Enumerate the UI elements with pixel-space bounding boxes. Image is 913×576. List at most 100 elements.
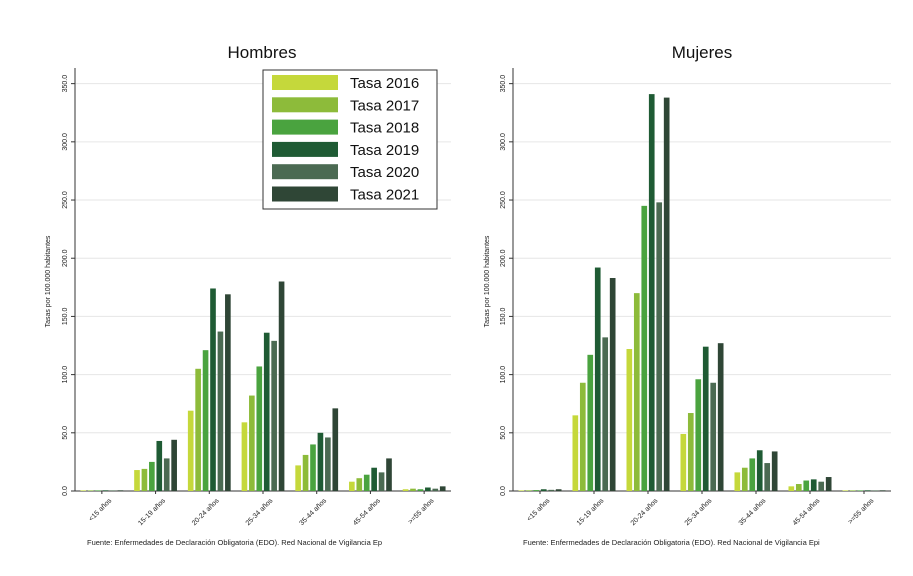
x-tick-label: <15 años xyxy=(88,497,114,523)
bar xyxy=(609,278,616,491)
bar xyxy=(378,472,385,491)
bar xyxy=(680,433,687,491)
source-note-mujeres: Fuente: Enfermedades de Declaración Obli… xyxy=(523,538,820,547)
bar xyxy=(764,463,771,491)
bar xyxy=(825,477,832,491)
y-tick-label: 100.0 xyxy=(500,366,507,384)
bar xyxy=(795,484,802,491)
y-tick-label: 0.0 xyxy=(62,486,69,496)
bar xyxy=(256,366,263,491)
legend-entry: Tasa 2018 xyxy=(350,120,419,137)
bar xyxy=(332,408,339,491)
bar xyxy=(325,437,331,491)
bar xyxy=(879,490,886,491)
legend-entry: Tasa 2021 xyxy=(350,187,419,204)
x-tick-label: 15-19 años xyxy=(576,497,606,527)
y-tick-label: 250.0 xyxy=(500,191,507,209)
bar xyxy=(187,410,194,491)
x-tick-label: 45-54 años xyxy=(352,497,382,527)
bar xyxy=(810,479,817,491)
bar xyxy=(110,490,116,491)
bar xyxy=(402,489,409,491)
bar xyxy=(857,490,864,491)
x-tick-label: 25-34 años xyxy=(245,497,275,527)
bar xyxy=(171,439,177,491)
bar xyxy=(734,472,741,491)
bar xyxy=(626,349,633,491)
bar xyxy=(149,461,155,491)
bar xyxy=(741,467,748,491)
x-tick-label: 25-34 años xyxy=(684,497,714,527)
bar xyxy=(439,486,446,491)
y-tick-label: 250.0 xyxy=(62,191,69,209)
bar xyxy=(579,382,586,491)
legend-swatch xyxy=(272,164,338,180)
bar xyxy=(241,422,248,491)
bar xyxy=(349,481,355,491)
y-tick-label: 300.0 xyxy=(62,133,69,151)
x-tick-label: 15-19 años xyxy=(137,497,167,527)
bar xyxy=(225,294,231,491)
bar xyxy=(117,490,124,491)
bar xyxy=(102,490,109,491)
bar xyxy=(872,490,879,491)
bar xyxy=(533,490,540,491)
bar xyxy=(710,382,717,491)
x-tick-label: 45-54 años xyxy=(792,497,822,527)
bar xyxy=(540,489,547,491)
bar xyxy=(425,487,431,491)
y-tick-label: 150.0 xyxy=(500,308,507,326)
bar xyxy=(317,432,324,491)
bar xyxy=(572,415,579,491)
bar xyxy=(278,281,285,491)
bar xyxy=(417,489,424,491)
bar xyxy=(217,331,224,491)
bar xyxy=(302,454,309,491)
legend-swatch xyxy=(272,97,338,113)
bar xyxy=(263,332,270,491)
bar xyxy=(864,490,871,491)
bar xyxy=(518,490,525,491)
bar xyxy=(310,444,316,491)
bar xyxy=(95,490,101,491)
bar xyxy=(141,468,148,491)
bar xyxy=(788,486,795,491)
bar xyxy=(432,488,439,491)
legend-entry: Tasa 2020 xyxy=(350,164,419,181)
y-tick-label: 300.0 xyxy=(500,133,507,151)
legend-box xyxy=(262,69,438,210)
y-tick-label: 50.0 xyxy=(500,426,507,440)
x-tick-label: 35-44 años xyxy=(298,497,328,527)
bar xyxy=(356,478,363,491)
bar xyxy=(633,293,640,491)
x-tick-label: >=55 años xyxy=(407,497,436,526)
panel-title-mujeres: Mujeres xyxy=(672,43,732,62)
bar xyxy=(663,97,670,491)
x-tick-label: 20-24 años xyxy=(191,497,221,527)
bar xyxy=(771,451,778,491)
legend-entry: Tasa 2016 xyxy=(350,75,419,92)
bar xyxy=(87,490,94,491)
x-tick-label: 35-44 años xyxy=(738,497,768,527)
bar xyxy=(525,490,532,491)
bar xyxy=(849,490,856,491)
bar xyxy=(548,489,555,491)
bar xyxy=(156,440,163,491)
panel-mujeres: Mujeres Tasas por 100.000 habitantes Fue… xyxy=(484,43,891,547)
bar xyxy=(656,202,663,491)
bar xyxy=(163,458,170,491)
x-tick-label: 20-24 años xyxy=(630,497,660,527)
bar xyxy=(594,267,601,491)
bar xyxy=(702,346,709,491)
y-tick-label: 200.0 xyxy=(500,249,507,267)
bar xyxy=(371,467,377,491)
y-tick-label: 200.0 xyxy=(62,249,69,267)
bar xyxy=(756,450,763,491)
bar xyxy=(555,489,562,491)
legend-swatch xyxy=(272,141,338,157)
bar xyxy=(202,350,209,491)
y-tick-label: 350.0 xyxy=(500,75,507,93)
bar xyxy=(648,94,655,491)
panel-hombres: Hombres Tasas por 100.000 habitantes Fue… xyxy=(45,43,451,547)
